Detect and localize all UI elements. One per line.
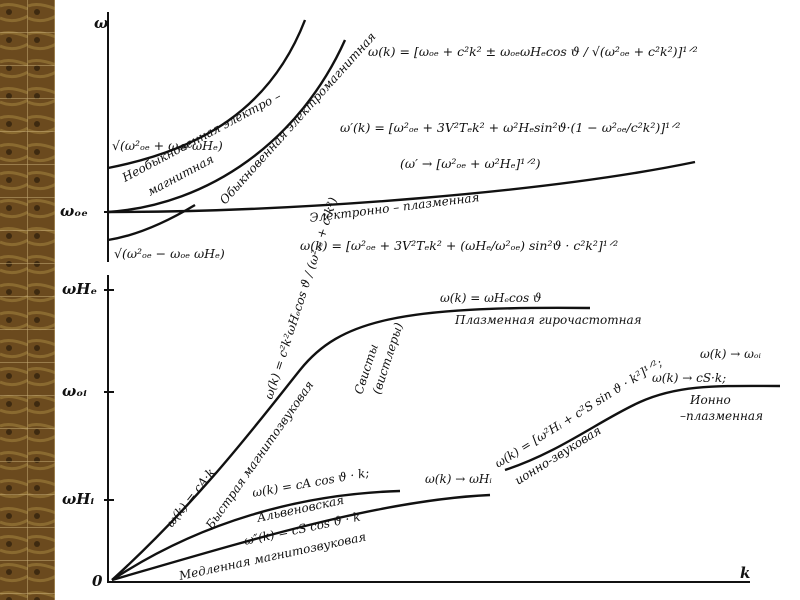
axis-label: k xyxy=(740,564,750,582)
formula: ω(k) = [ω²Hᵢ + c²S sin ϑ · k²]¹ᐟ²; xyxy=(492,356,664,471)
tick-label: 0 xyxy=(92,572,103,590)
formula: ω(k) → ωₒᵢ xyxy=(700,347,762,361)
bottom-axis xyxy=(104,275,750,583)
curve xyxy=(107,19,307,170)
curve xyxy=(504,384,781,472)
tick-label: ωₒᵢ xyxy=(62,382,87,400)
curve xyxy=(107,203,196,242)
formula: ω(k) = [ω²ₒₑ + 3V²Tₑk² + (ωHₑ/ω²ₒₑ) sin²… xyxy=(300,238,618,253)
tick-label: ωHᵢ xyxy=(62,490,94,508)
curve-label: –плазменная xyxy=(680,409,763,423)
curve-label: Плазменная гирочастотная xyxy=(454,313,642,327)
curve xyxy=(111,306,591,581)
curve xyxy=(107,39,347,214)
formula: √(ω²ₒₑ + ωₒₑ ωHₑ) xyxy=(112,138,223,153)
formula: ω(k) = [ωₒₑ + c²k² ± ωₒₑωHₑcos ϑ / √(ω²ₒ… xyxy=(368,44,698,59)
formula: ω(k) = ωHₑcos ϑ xyxy=(440,291,542,305)
axis-label: ω xyxy=(94,14,108,32)
formula: (ω′ → [ω²ₒₑ + ω²Hₑ]¹ᐟ²) xyxy=(400,156,541,171)
formula: ω(k) → ωHᵢ xyxy=(425,472,492,486)
curve xyxy=(111,489,401,582)
formula: ω(k) → cS·k; xyxy=(652,371,726,385)
curve-label: Ионно xyxy=(689,393,731,407)
formula: √(ω²ₒₑ − ωₒₑ ωHₑ) xyxy=(114,246,225,261)
decor-grid xyxy=(0,0,55,600)
formula: ω′(k) = [ω²ₒₑ + 3V²Tₑk² + ω²Hₑsin²ϑ·(1 −… xyxy=(340,120,680,135)
curve xyxy=(107,160,696,214)
tick-label: ωₒₑ xyxy=(60,202,88,220)
top-axis xyxy=(104,12,114,262)
tick-label: ωHₑ xyxy=(62,280,97,298)
curve xyxy=(111,493,491,582)
